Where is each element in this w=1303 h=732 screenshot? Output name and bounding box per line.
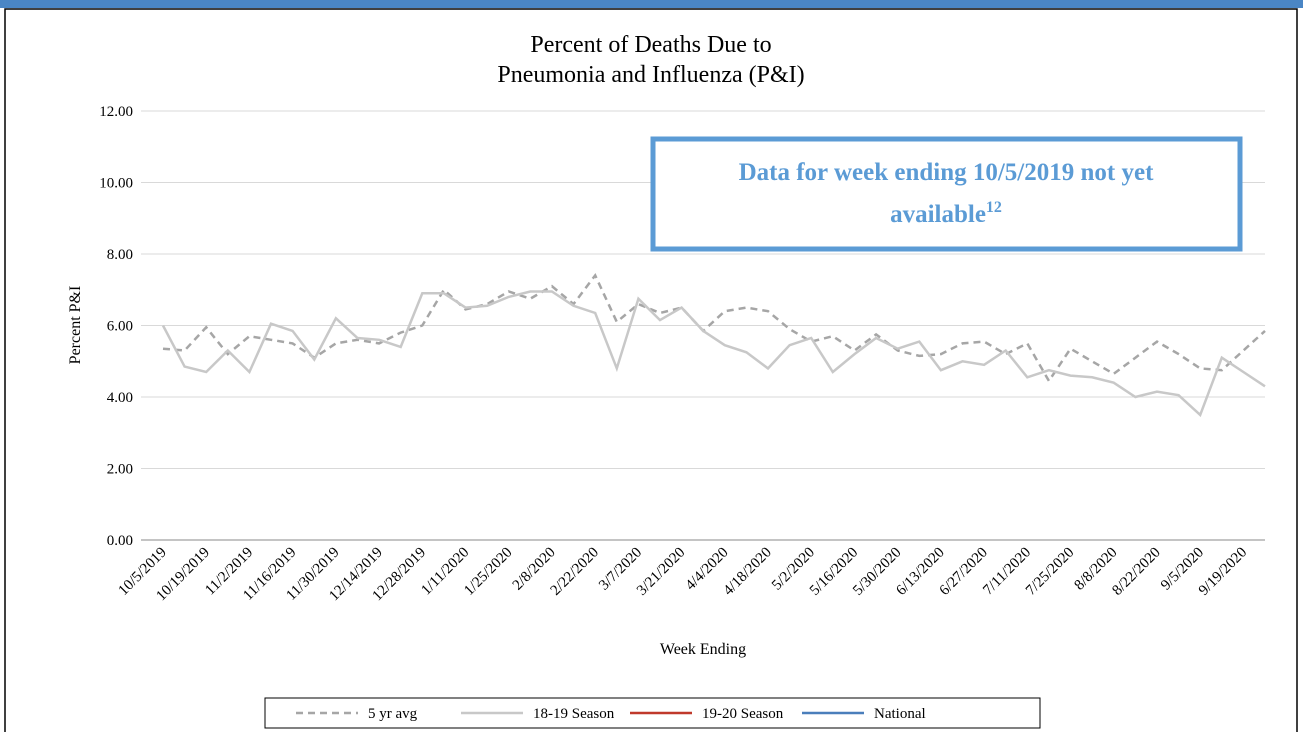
chart-title: Percent of Deaths Due to — [530, 32, 771, 58]
y-tick-label: 2.00 — [107, 462, 133, 478]
y-tick-label: 12.00 — [99, 104, 133, 120]
annotation-text: available12 — [890, 199, 1002, 228]
series-line — [162, 272, 1266, 384]
y-tick-label: 0.00 — [107, 533, 133, 549]
annotation-superscript: 12 — [986, 199, 1002, 216]
chart-frame — [4, 8, 1298, 732]
y-tick-label: 6.00 — [107, 319, 133, 335]
x-axis-label: Week Ending — [660, 641, 746, 658]
y-axis-label: Percent P&I — [67, 286, 84, 365]
y-tick-label: 10.00 — [99, 176, 133, 192]
annotation-box — [650, 136, 1243, 252]
legend-label: National — [874, 706, 926, 722]
top-bar — [0, 0, 1303, 8]
legend-label: 5 yr avg — [368, 706, 418, 722]
annotation-text-part: available — [890, 201, 986, 228]
y-tick-label: 8.00 — [107, 247, 133, 263]
y-tick-label: 4.00 — [107, 390, 133, 406]
chart-title: Pneumonia and Influenza (P&I) — [497, 62, 804, 88]
series-line — [161, 290, 1266, 418]
annotation-text: Data for week ending 10/5/2019 not yet — [739, 159, 1154, 186]
legend-label: 19-20 Season — [702, 706, 784, 722]
legend-label: 18-19 Season — [533, 706, 615, 722]
